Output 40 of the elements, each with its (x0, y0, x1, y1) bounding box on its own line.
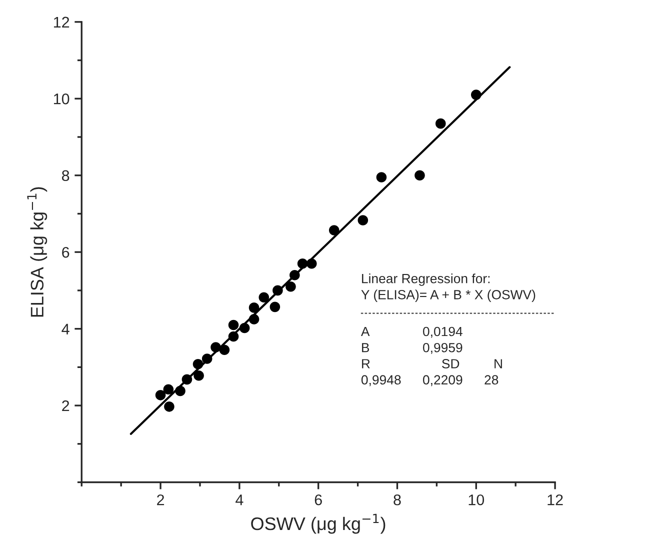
point (358, 215, 368, 226)
point (155, 390, 166, 400)
point (414, 170, 425, 181)
y-axis-title: ELISA (μg kg$^{−1}$) (27, 187, 48, 317)
annotation: Y (ELISA)= A + B * X (OSWV) (361, 290, 536, 302)
annotation: 0,0194 (423, 326, 462, 338)
annotation: 0,2209 (423, 375, 462, 386)
x-tick-label: 8 (394, 494, 401, 506)
annotation: B (362, 343, 370, 352)
point (194, 370, 204, 381)
annotation: 0,9948 (361, 375, 401, 386)
x-tick-label: 12 (548, 494, 563, 506)
x-tick-label: 2 (157, 494, 164, 506)
point (163, 384, 174, 395)
annotation: R (362, 359, 370, 368)
point (228, 320, 239, 330)
annotation: Linear Regression for: (362, 274, 490, 286)
y-tick-label: 4 (62, 324, 70, 334)
x-tick-label: 4 (236, 494, 244, 506)
annotation: A (360, 326, 370, 336)
point (270, 302, 280, 312)
point (435, 118, 446, 129)
x-axis-title: OSWV (μg kg$^{−1}$) (251, 514, 386, 534)
y-tick-label: 6 (62, 246, 70, 258)
annotation: N (494, 359, 502, 368)
y-tick-label: 12 (54, 16, 70, 28)
annotation: 0,9959 (423, 342, 462, 354)
point (248, 302, 260, 313)
annotation: SD (442, 359, 460, 368)
x-tick-label: 10 (468, 494, 484, 506)
point (328, 225, 340, 236)
annotation: 28 (484, 375, 498, 385)
x-tick-label: 6 (314, 494, 322, 506)
point (164, 402, 174, 412)
y-tick-label: 2 (62, 400, 70, 412)
point (376, 172, 387, 182)
point (258, 292, 270, 302)
y-tick-label: 8 (62, 170, 70, 182)
point (286, 281, 296, 292)
y-tick-label: 10 (54, 94, 70, 104)
